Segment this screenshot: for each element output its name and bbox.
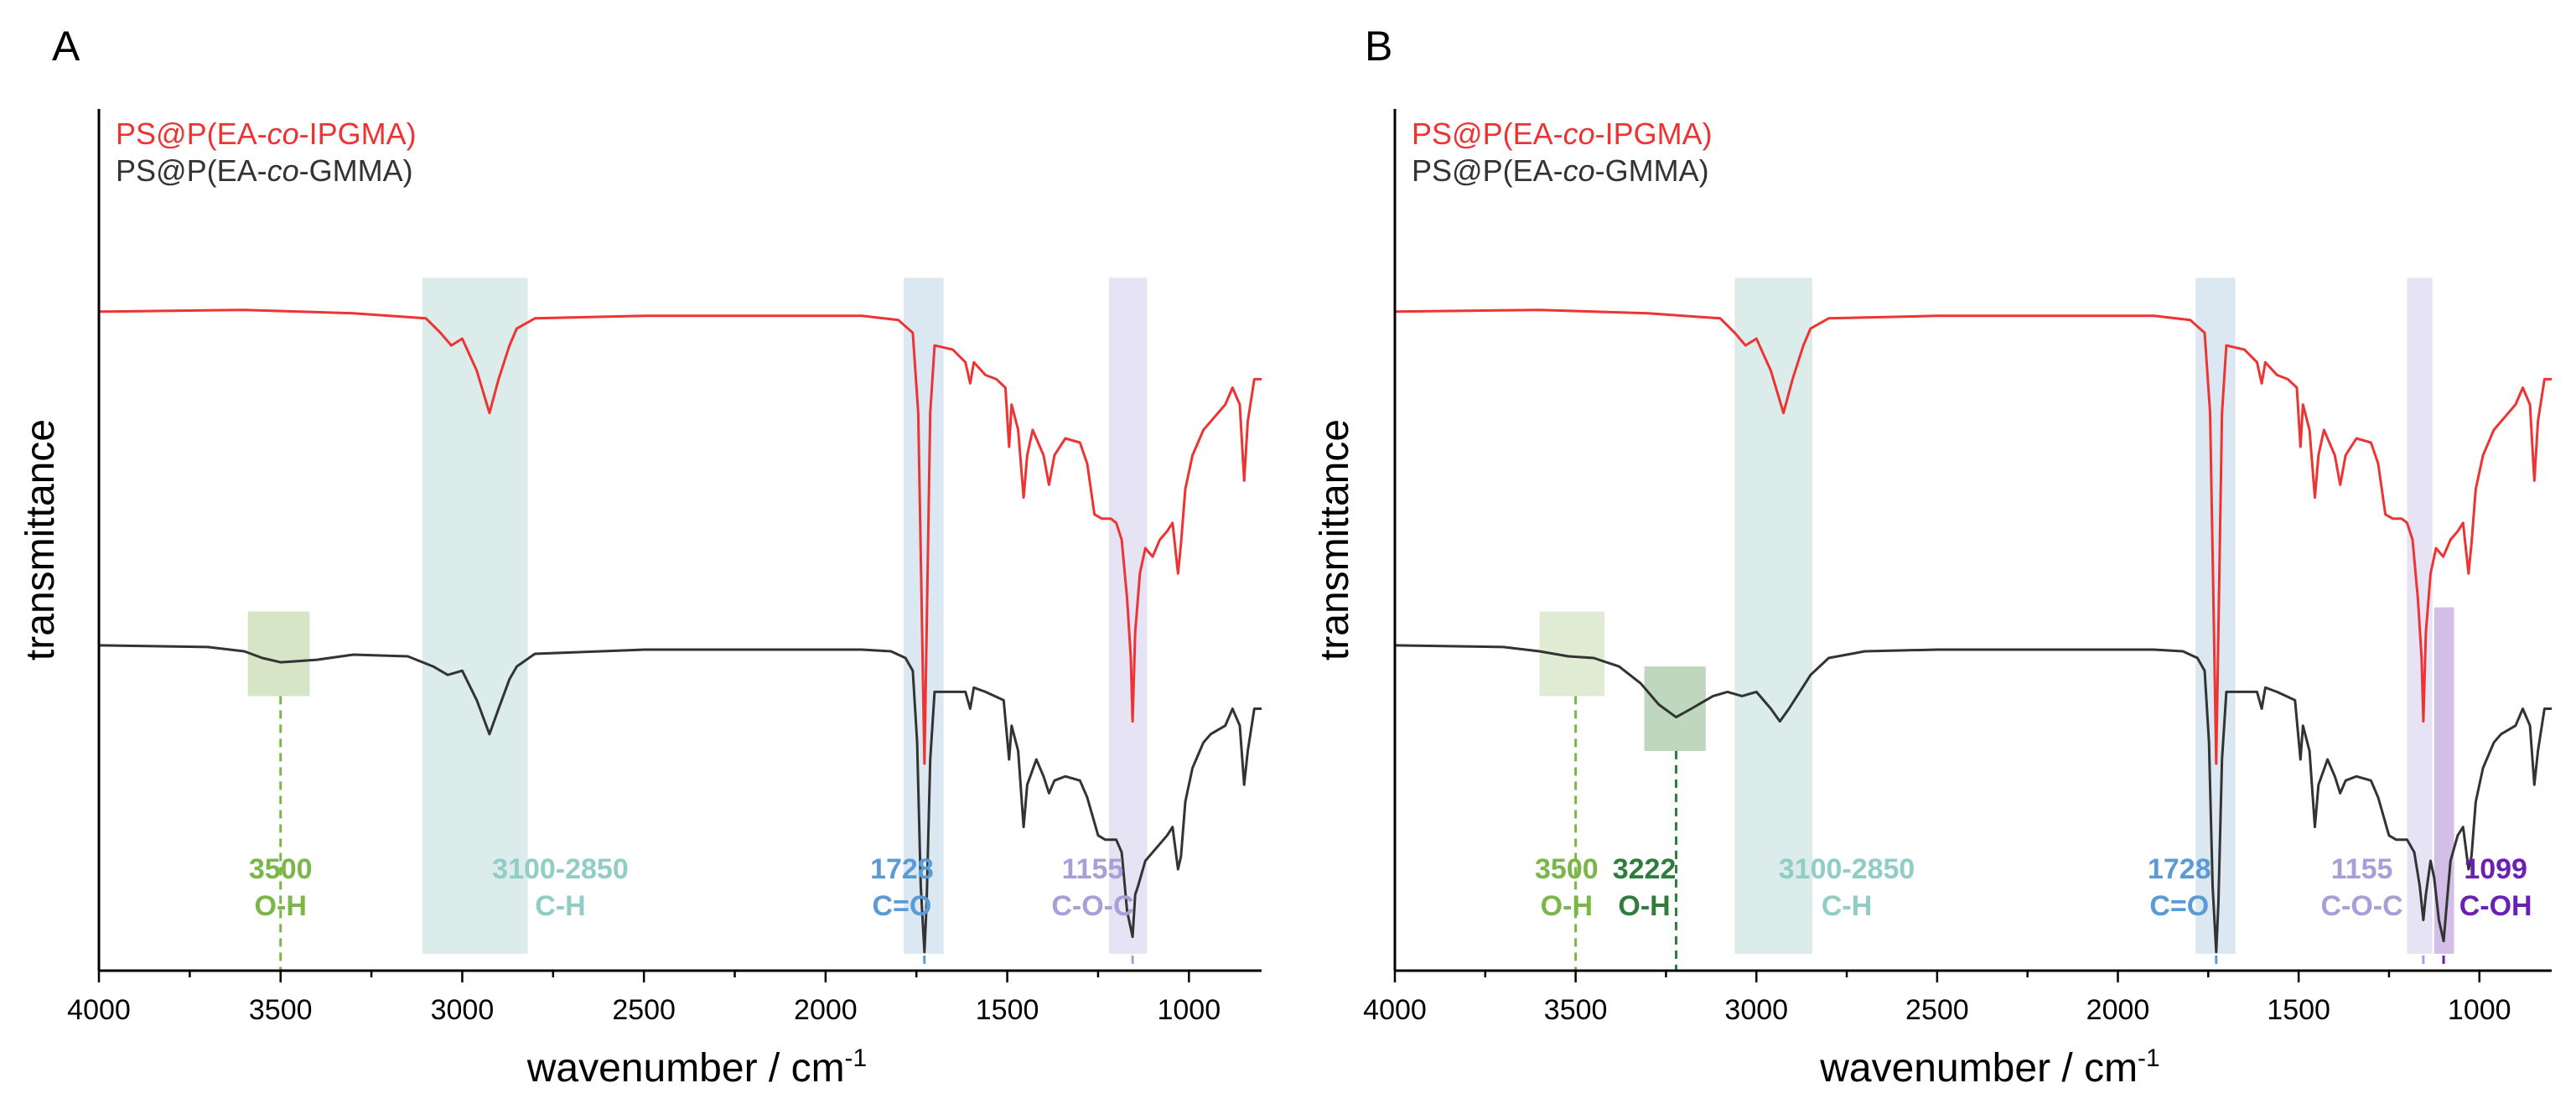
annotation-wavenumber: 1728 <box>2148 853 2211 885</box>
legend-text-italic: co <box>1563 117 1595 151</box>
x-tick-label: 3500 <box>249 994 313 1026</box>
annotation-wavenumber: 1155 <box>2331 853 2393 885</box>
x-axis-title: wavenumber / cm-1 <box>526 1044 867 1091</box>
annotation-wavenumber: 1728 <box>870 853 934 885</box>
legend-entry: PS@P(EA-co-GMMA) <box>116 153 413 188</box>
legend-text-italic: co <box>267 117 299 151</box>
x-tick-label: 1000 <box>2448 994 2511 1026</box>
legend-text: -IPGMA) <box>299 117 417 151</box>
highlight-band <box>247 611 310 697</box>
highlight-band <box>904 277 944 954</box>
panel-label: A <box>52 23 80 70</box>
x-tick-label: 3500 <box>1544 994 1608 1026</box>
annotation-wavenumber: 1155 <box>1062 853 1124 885</box>
annotation-group: C-O-C <box>2320 890 2402 922</box>
x-axis-title: wavenumber / cm-1 <box>1819 1044 2159 1091</box>
x-axis-title-superscript: -1 <box>845 1044 868 1072</box>
x-tick-label: 2500 <box>1905 994 1969 1026</box>
annotation-wavenumber: 1099 <box>2464 853 2527 885</box>
x-tick-label: 3000 <box>1724 994 1788 1026</box>
y-axis-title: transmittance <box>18 419 63 661</box>
panel-a: 4000 3500 3000 2500 2000 1500 1000 wavenumber /… <box>18 23 1262 1091</box>
annotation-wavenumber: 3500 <box>1535 853 1599 885</box>
legend-text-italic: co <box>1563 153 1595 188</box>
legend-text: -GMMA) <box>1595 153 1709 188</box>
legend-text: PS@P(EA- <box>116 153 267 188</box>
panel-b: 4000 3500 3000 2500 2000 1500 1000 wavenumber /… <box>1313 23 2552 1091</box>
x-tick-label: 4000 <box>67 994 131 1026</box>
annotation-group: C-H <box>1822 890 1872 922</box>
x-tick-label: 2000 <box>794 994 858 1026</box>
y-axis-title: transmittance <box>1313 419 1357 661</box>
x-axis-title-superscript: -1 <box>2138 1044 2160 1072</box>
series-line-gmma <box>98 644 1262 954</box>
highlight-band <box>1644 666 1706 751</box>
x-tick-label: 4000 <box>1363 994 1427 1026</box>
annotation-group: O-H <box>1618 890 1670 922</box>
annotation-group: C-H <box>535 890 585 922</box>
legend-entry: PS@P(EA-co-IPGMA) <box>116 117 417 151</box>
x-tick-label: 1500 <box>2267 994 2330 1026</box>
annotation-wavenumber: 3100-2850 <box>492 853 629 885</box>
annotation-group: O-H <box>1541 890 1593 922</box>
legend-entry: PS@P(EA-co-GMMA) <box>1412 153 1709 188</box>
annotation-group: O-H <box>255 890 307 922</box>
x-tick-label: 3000 <box>431 994 495 1026</box>
legend-text: PS@P(EA- <box>116 117 267 151</box>
x-tick-label: 1500 <box>976 994 1039 1026</box>
series-line-ipgma <box>98 308 1262 765</box>
annotation-group: C=O <box>872 890 931 922</box>
series-line-gmma <box>1394 644 2552 954</box>
x-axis-title-text: wavenumber / cm <box>526 1046 845 1091</box>
series-line-ipgma <box>1394 308 2552 765</box>
x-tick-label: 2000 <box>2086 994 2150 1026</box>
highlight-band <box>422 277 528 954</box>
annotation-wavenumber: 3100-2850 <box>1779 853 1915 885</box>
legend-text: PS@P(EA- <box>1412 153 1563 188</box>
x-tick-label: 2500 <box>612 994 676 1026</box>
panel-label: B <box>1365 23 1392 70</box>
annotation-group: C=O <box>2149 890 2209 922</box>
legend-text-italic: co <box>267 153 299 188</box>
highlight-band <box>1734 277 1813 954</box>
annotation-wavenumber: 3222 <box>1613 853 1677 885</box>
x-tick-label: 1000 <box>1157 994 1221 1026</box>
legend-entry: PS@P(EA-co-IPGMA) <box>1412 117 1713 151</box>
annotation-wavenumber: 3500 <box>249 853 313 885</box>
x-axis-title-text: wavenumber / cm <box>1819 1046 2138 1091</box>
legend-text: -IPGMA) <box>1595 117 1713 151</box>
annotation-group: C-OH <box>2459 890 2532 922</box>
legend-text: PS@P(EA- <box>1412 117 1563 151</box>
highlight-band <box>2195 277 2236 954</box>
annotation-group: C-O-C <box>1051 890 1133 922</box>
legend-text: -GMMA) <box>299 153 413 188</box>
